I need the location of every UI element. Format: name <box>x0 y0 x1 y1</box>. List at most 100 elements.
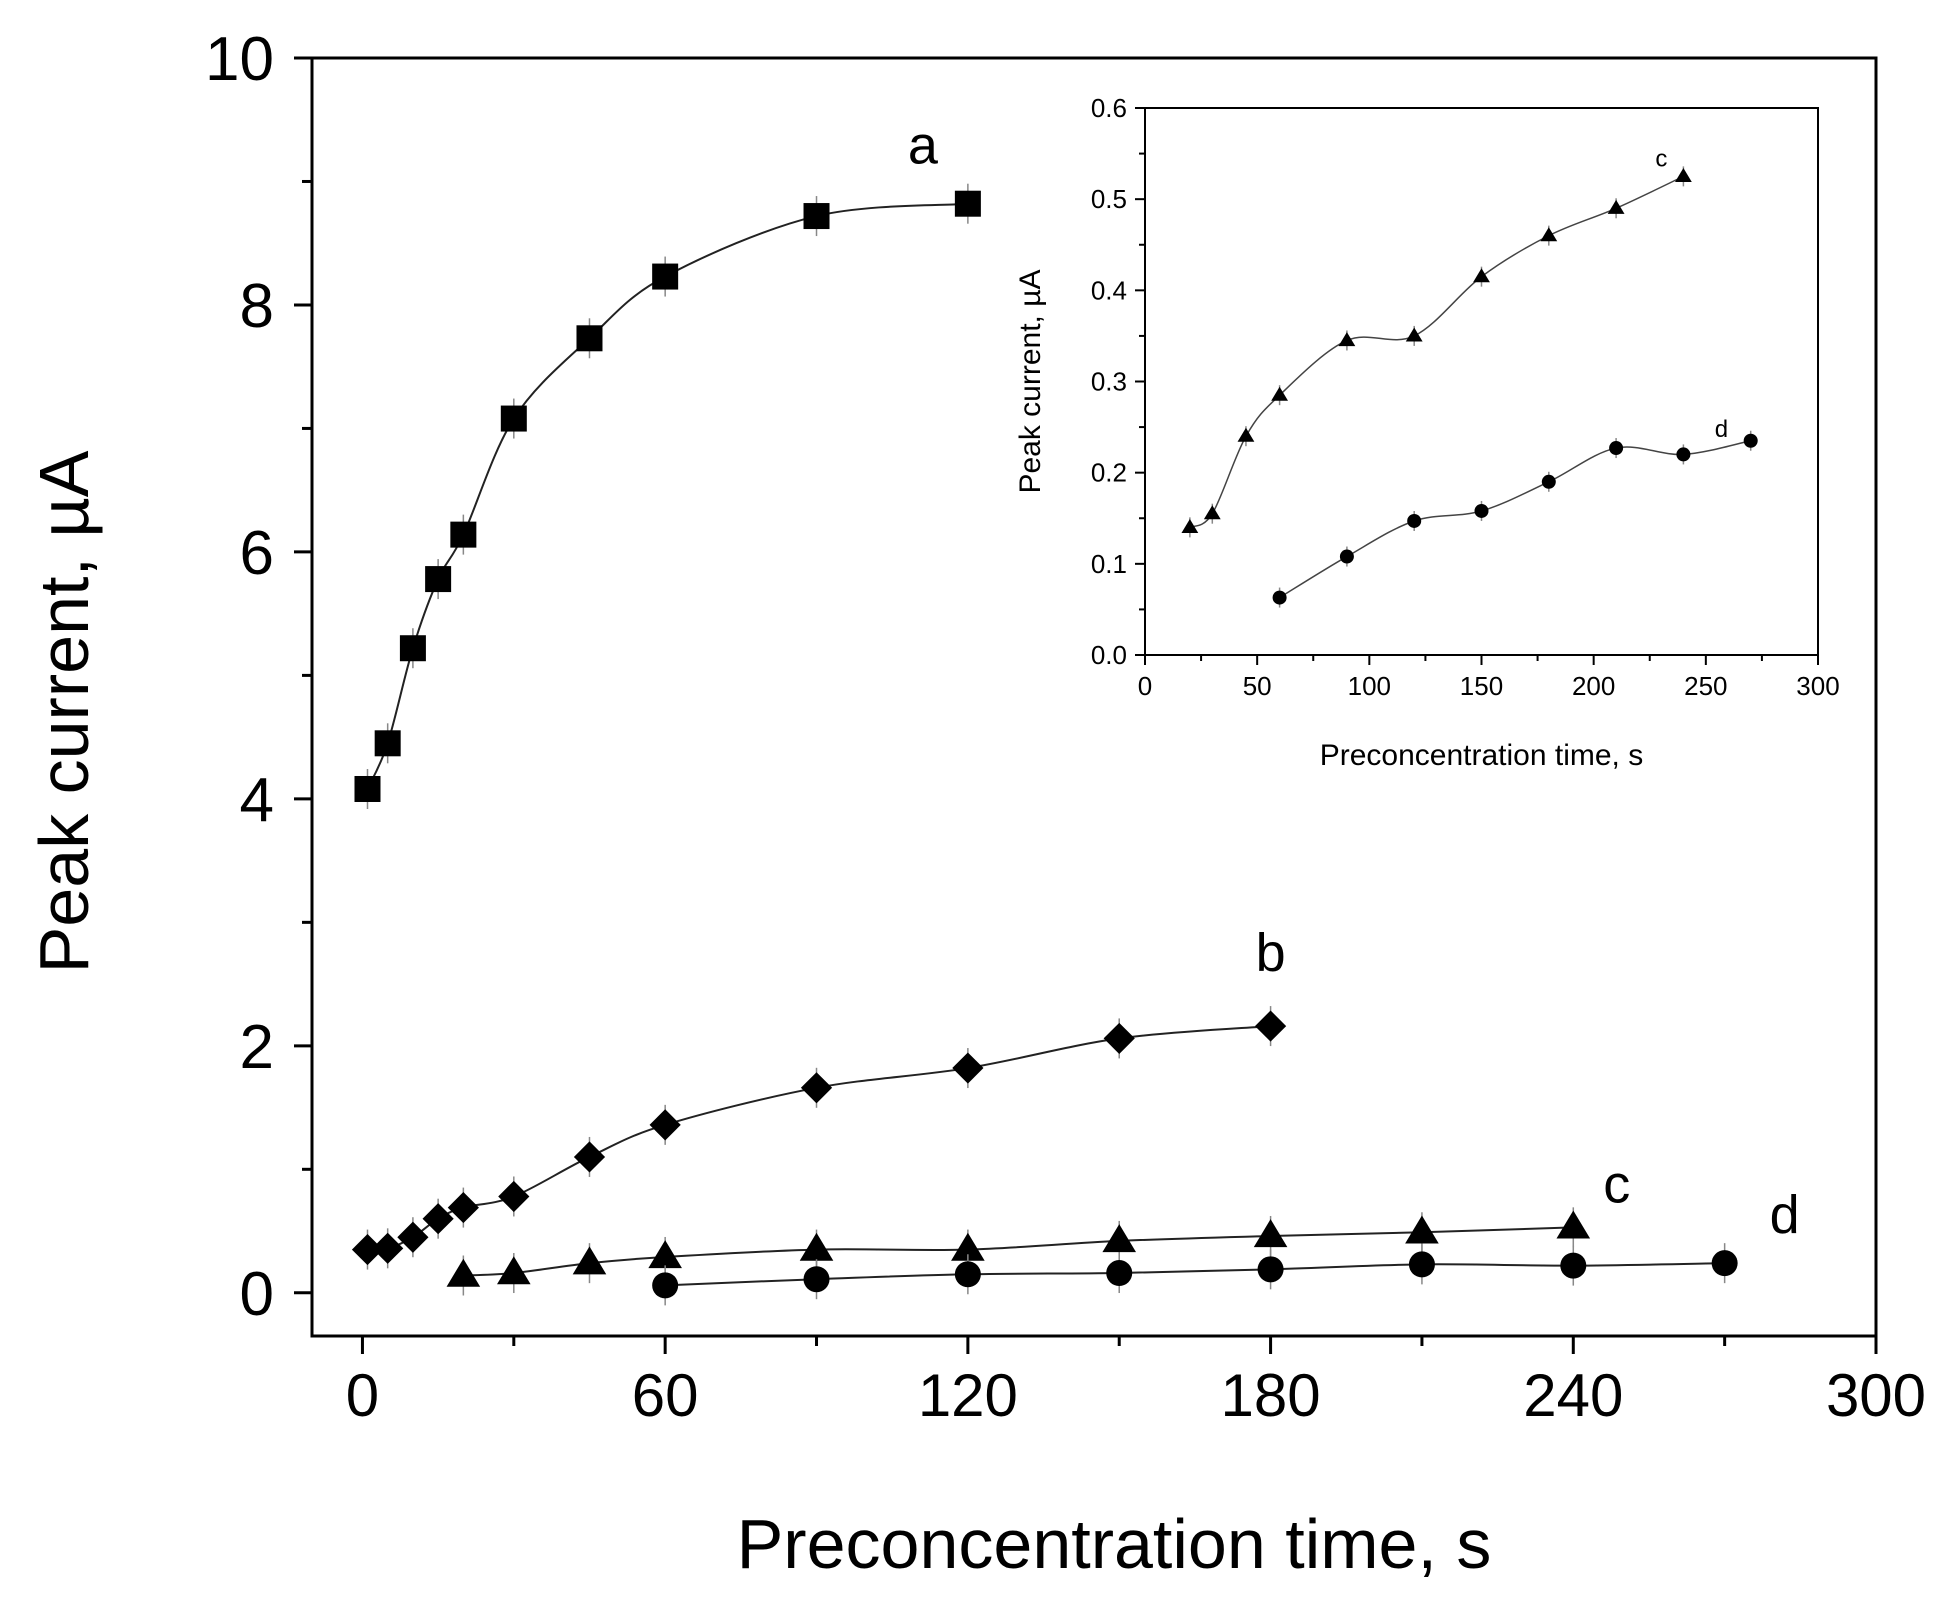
series-b-point <box>1254 1010 1287 1042</box>
series-a-point <box>450 521 477 548</box>
inset-series-c-point <box>1540 227 1558 242</box>
series-d-point <box>1257 1256 1284 1283</box>
inset-series-c-point <box>1237 427 1255 442</box>
series-b-point <box>351 1233 384 1266</box>
series-b-point <box>422 1203 454 1235</box>
y-axis-label: Peak current, µA <box>25 450 103 973</box>
inset-series-d-point <box>1609 441 1624 456</box>
series-a-label: a <box>908 116 939 176</box>
series-d-point <box>652 1272 679 1299</box>
main-plot: 0 60 120 180 240 300 0 2 4 6 8 10 Preconcentration t… <box>25 25 1926 1583</box>
inset-series-c-label: c <box>1655 145 1667 172</box>
series-c-point <box>1102 1224 1137 1253</box>
series-d-point <box>1711 1250 1738 1277</box>
series-c-label: c <box>1603 1154 1630 1214</box>
inset-y-tick-label: 0.3 <box>1091 367 1127 397</box>
series-b-line <box>367 1025 1271 1251</box>
inset-x-axis-label: Preconcentration time, s <box>1320 739 1643 772</box>
inset-series-c-line <box>1189 175 1684 529</box>
main-plot-frame <box>310 56 1878 1338</box>
inset-x-tick-label: 300 <box>1796 671 1839 701</box>
series-c-point <box>799 1232 834 1261</box>
inset-x-tick-label: 100 <box>1348 671 1391 701</box>
series-a-point <box>354 775 381 802</box>
x-tick-label: 120 <box>918 1362 1018 1429</box>
inset-series-d-line <box>1279 440 1751 599</box>
series-a-point <box>399 635 426 662</box>
series-d-point <box>1560 1252 1587 1279</box>
series-c-point <box>446 1258 481 1287</box>
series-a-point <box>652 263 679 290</box>
series-a-point <box>803 203 830 230</box>
series-b-label: b <box>1256 923 1286 983</box>
inset-series-c-point <box>1203 505 1221 520</box>
inset-series-c-point <box>1607 199 1625 214</box>
y-tick-label: 8 <box>240 272 274 341</box>
x-tick-label: 0 <box>346 1362 379 1429</box>
series-d-point <box>1408 1251 1435 1278</box>
series-c-line <box>463 1226 1574 1277</box>
y-tick-label: 2 <box>240 1013 274 1082</box>
series-b-point <box>1103 1022 1135 1055</box>
inset-y-tick-label: 0.1 <box>1091 549 1127 579</box>
inset-x-tick-label: 200 <box>1572 671 1615 701</box>
series-d-line <box>665 1262 1725 1287</box>
x-tick-label: 60 <box>632 1362 699 1429</box>
inset-y-tick-label: 0.6 <box>1091 93 1127 123</box>
inset-series-d-point <box>1743 433 1758 448</box>
series-b-point <box>800 1072 833 1104</box>
y-tick-label: 6 <box>240 519 274 588</box>
inset-x-tick-label: 50 <box>1243 671 1272 701</box>
series-d-point <box>1106 1260 1133 1287</box>
series-b-point <box>649 1109 681 1141</box>
series-c-point <box>951 1232 985 1261</box>
series-b-point <box>952 1052 984 1084</box>
series-b-point <box>498 1180 530 1213</box>
series-a-point <box>576 325 603 352</box>
inset-y-tick-label: 0.0 <box>1091 640 1127 670</box>
inset-series-c-point <box>1675 167 1692 182</box>
inset-series-c-point <box>1338 332 1356 347</box>
series-c-point <box>572 1246 607 1275</box>
series-b-point <box>447 1191 479 1224</box>
inset-series-c-point <box>1181 518 1199 533</box>
series-d-label: d <box>1770 1185 1800 1245</box>
inset-y-tick-label: 0.4 <box>1091 275 1127 305</box>
y-tick-label: 10 <box>205 25 274 94</box>
inset-series-c-point <box>1271 386 1288 401</box>
x-axis-label: Preconcentration time, s <box>737 1505 1492 1583</box>
y-tick-label: 0 <box>240 1260 274 1329</box>
inset-y-axis-label: Peak current, µA <box>1014 269 1047 493</box>
inset-series-d-point <box>1474 503 1489 518</box>
x-tick-label: 300 <box>1826 1362 1926 1429</box>
series-d-point <box>803 1266 830 1293</box>
series-a-line <box>366 202 968 790</box>
inset-plot-frame <box>1144 107 1819 656</box>
series-a-point <box>500 405 527 432</box>
y-tick-label: 4 <box>240 766 274 835</box>
x-tick-label: 240 <box>1523 1362 1623 1429</box>
series-c-point <box>497 1256 531 1285</box>
x-tick-label: 180 <box>1221 1362 1321 1429</box>
series-d-point <box>954 1261 981 1288</box>
inset-series-c-point <box>1473 268 1490 283</box>
inset-plot: 0 50 100 150 200 250 300 0.0 0.1 0.2 0.3 0.4 0.5 0.6 P… <box>1014 93 1840 772</box>
inset-series-d-point <box>1272 590 1287 605</box>
inset-series-d-point <box>1407 513 1422 528</box>
series-c-point <box>1556 1210 1591 1239</box>
inset-series-d-label: d <box>1715 416 1728 443</box>
inset-x-tick-label: 150 <box>1460 671 1503 701</box>
inset-series-d-point <box>1339 549 1354 564</box>
series-c-point <box>1253 1219 1288 1248</box>
series-c-point <box>1405 1215 1439 1244</box>
inset-y-tick-label: 0.2 <box>1091 458 1127 488</box>
inset-series-d-point <box>1676 447 1691 462</box>
series-c-point <box>648 1240 682 1269</box>
series-a-point <box>374 730 401 757</box>
inset-x-tick-label: 250 <box>1684 671 1727 701</box>
inset-y-tick-label: 0.5 <box>1091 184 1127 214</box>
series-a-point <box>954 190 981 217</box>
inset-series-d-point <box>1541 474 1556 489</box>
